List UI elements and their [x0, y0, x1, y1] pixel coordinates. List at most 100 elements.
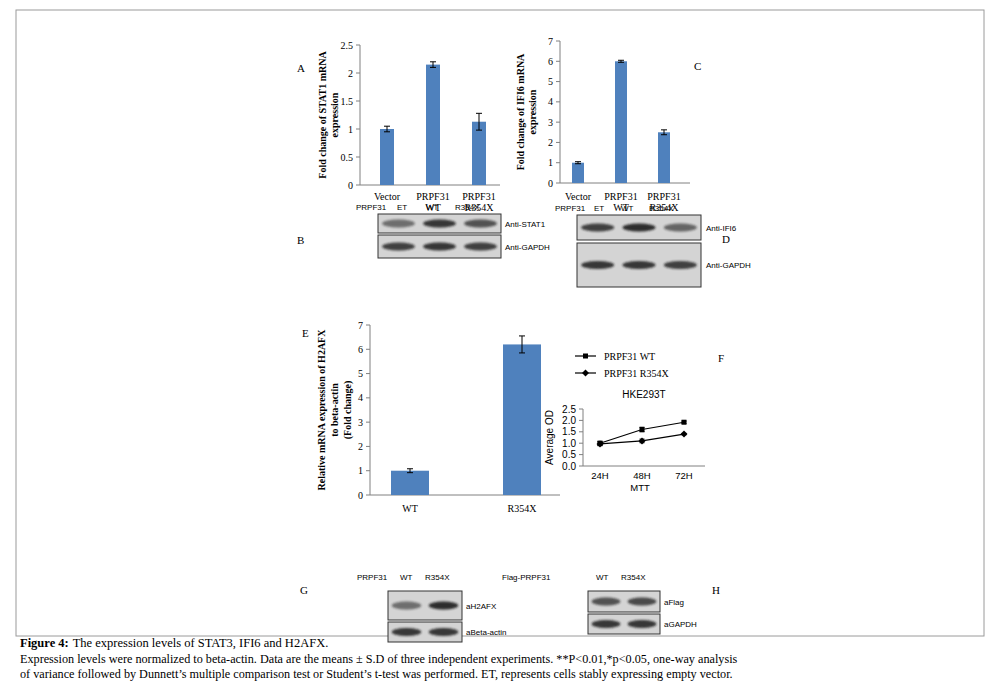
y-tick-label: 1 [548, 157, 553, 168]
blot-strip [378, 214, 501, 233]
y-tick-label: 4 [358, 392, 363, 403]
label-line: PRPF31 [604, 191, 637, 202]
y-tick [366, 373, 370, 374]
y-tick [356, 101, 360, 102]
y-tick-label: 5 [548, 76, 553, 87]
label-line: PRPF31 [647, 191, 680, 202]
blot-strip [577, 215, 701, 240]
x-tick-label: PRPF31WT [416, 191, 449, 213]
error-bar [661, 130, 667, 135]
x-tick-label: PRPF31WT [604, 191, 637, 213]
caption-text: Expression levels were normalized to bet… [20, 652, 738, 666]
y-tick-label: 3 [358, 417, 363, 428]
y-tick-label: 1.0 [562, 438, 576, 449]
label-line: R354X [650, 202, 680, 213]
label-line: PRPF31 [462, 191, 495, 202]
frame [16, 10, 984, 636]
x-tick-label: 48H [633, 470, 651, 481]
x-tick-label: R354X [508, 503, 538, 514]
row-label: aFlag [664, 598, 684, 607]
chart-title: HKE293T [622, 389, 665, 400]
y-tick [366, 349, 370, 350]
lane-label: R354X [455, 203, 480, 212]
y-tick [556, 122, 560, 123]
western-blot: HFlag-PRPF31WTR354XaFlagaGAPDH [502, 573, 720, 634]
error-bar [407, 469, 413, 473]
y-tick-label: 0 [548, 178, 553, 189]
y-tick [556, 61, 560, 62]
error-bar [618, 60, 624, 62]
panel-letter: G [300, 584, 308, 596]
marker [583, 354, 588, 359]
blot-header: PRPF31 [555, 204, 586, 213]
bar [503, 344, 541, 495]
bar [615, 61, 627, 183]
y-tick-label: 0 [348, 180, 353, 191]
y-axis-label: (Fold change) [342, 381, 354, 440]
y-tick-label: 2 [548, 137, 553, 148]
y-tick-label: 1.5 [341, 96, 354, 107]
y-tick-label: 7 [358, 320, 363, 331]
marks [597, 420, 688, 448]
error-bar [476, 113, 482, 130]
lane-label: WT [400, 573, 413, 582]
y-tick [579, 466, 583, 467]
y-tick [356, 129, 360, 130]
label-line: Vector [565, 191, 592, 202]
x-tick-label: WT [402, 503, 418, 514]
y-axis-label: Relative mRNA expression of H2AFX [316, 329, 327, 491]
y-tick-label: 5 [358, 368, 363, 379]
panel-letter: B [297, 234, 304, 246]
lane-label: ET [594, 204, 604, 213]
y-tick-label: 1 [348, 124, 353, 135]
western-blot: DPRPF31ETWTR354XAnti-IFI6Anti-GAPDH [555, 204, 751, 287]
panel-letter: D [722, 233, 730, 245]
blot-header: PRPF31 [356, 203, 387, 212]
y-tick-label: 1 [358, 465, 363, 476]
label-line: PRPF31 [416, 191, 449, 202]
y-tick [366, 446, 370, 447]
x-tick-label: Vector [565, 191, 592, 202]
marker [682, 420, 687, 425]
row-label: aGAPDH [664, 620, 697, 629]
y-tick [556, 41, 560, 42]
error-bar [519, 336, 525, 353]
caption-label: Figure 4: [20, 636, 69, 650]
legend-label: PRPF31 WT [604, 351, 655, 362]
row-label: Anti-STAT1 [505, 220, 546, 229]
band [592, 598, 621, 606]
y-tick-label: 7 [548, 36, 553, 47]
label-line: R354X [508, 503, 538, 514]
row-label: Anti-GAPDH [505, 243, 550, 252]
y-tick-label: 2 [358, 441, 363, 452]
marker [640, 427, 645, 432]
y-tick [579, 409, 583, 410]
blot-strip [388, 591, 462, 620]
y-axis-label: Fold change of STAT1 mRNA [317, 51, 328, 179]
band [622, 261, 655, 269]
bar [472, 122, 486, 185]
y-axis [560, 41, 561, 183]
x-tick-label: 72H [675, 470, 693, 481]
y-tick-label: 4 [548, 96, 553, 107]
y-tick-label: 2 [348, 68, 353, 79]
caption-heading: Figure 4:The expression levels of STAT3,… [20, 636, 328, 650]
band [429, 628, 459, 636]
band [429, 602, 459, 610]
y-axis-label: Average OD [544, 410, 555, 465]
western-blot: GPRPF31WTR354XaH2AFXaBeta-actin [300, 573, 506, 642]
x-tick-label: 24H [591, 470, 609, 481]
y-tick-label: 6 [358, 344, 363, 355]
x-axis-label: MTT [630, 482, 650, 493]
panel-letter: E [302, 327, 309, 339]
lane-label: R354X [425, 573, 450, 582]
y-axis [360, 45, 361, 185]
y-tick [579, 420, 583, 421]
bar [426, 65, 440, 185]
y-tick-label: 1.5 [562, 426, 576, 437]
error-bar [430, 62, 436, 68]
y-tick [556, 183, 560, 184]
y-axis [370, 325, 371, 495]
panel-letter: H [712, 584, 720, 596]
y-tick-label: 2.5 [341, 40, 354, 51]
